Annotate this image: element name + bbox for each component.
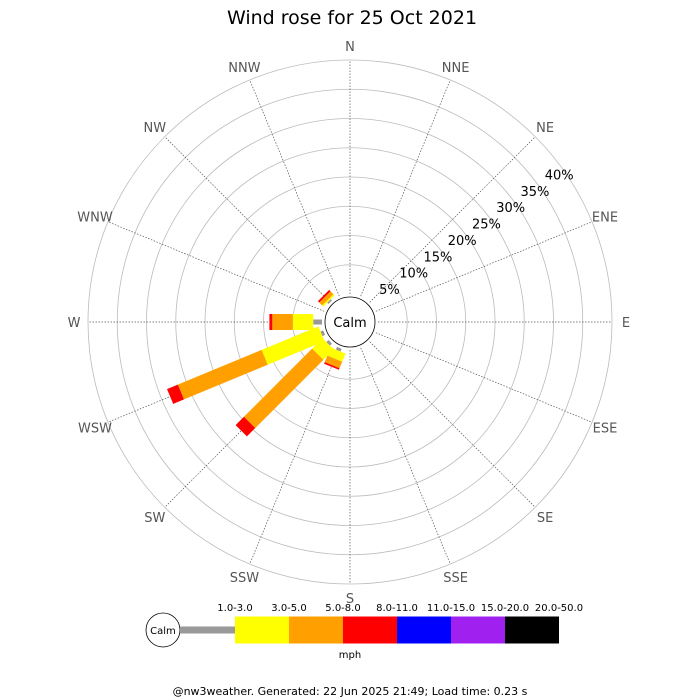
legend-swatch-5.0-8.0 xyxy=(289,616,343,644)
polar-grid xyxy=(87,59,613,585)
dir-label-w: W xyxy=(68,316,81,331)
petal-nw-5.0-8.0 xyxy=(319,291,334,306)
petal-wsw-3.0-5.0 xyxy=(261,326,325,365)
wind-petals xyxy=(167,289,346,437)
petal-ssw-5.0-8.0 xyxy=(324,355,343,369)
petal-w-1.0-3.0 xyxy=(313,319,322,325)
ring-label: 30% xyxy=(496,201,525,216)
dir-label-wnw: WNW xyxy=(77,210,113,225)
legend-swatch-1.0-3.0 xyxy=(180,626,235,634)
legend-swatch-8.0-11.0 xyxy=(343,616,397,644)
calm-circle-shape xyxy=(324,296,376,348)
footer-text: @nw3weather. Generated: 22 Jun 2025 21:4… xyxy=(173,685,528,698)
dir-label-ssw: SSW xyxy=(230,571,260,586)
legend-unit: mph xyxy=(339,650,361,661)
petal-sw-1.0-3.0 xyxy=(326,340,332,346)
dir-label-nne: NNE xyxy=(442,61,470,76)
ring-labels: 5%10% 15%20%25% 30%35% 40% xyxy=(379,168,574,297)
legend: Calm 1.0-3.0 3.0-5.0 5.0-8.0 8.0-11.0 11.0-15… xyxy=(145,603,583,661)
dir-label-wsw: WSW xyxy=(78,422,112,437)
legend-calm-label: Calm xyxy=(150,626,176,637)
spoke-sse xyxy=(360,347,451,565)
ring-25 xyxy=(175,147,525,497)
spoke-ssw xyxy=(249,347,340,565)
legend-label-11.0-15.0: 11.0-15.0 xyxy=(427,603,475,614)
legend-swatch-15.0-20.0 xyxy=(451,616,505,644)
dir-label-ne: NE xyxy=(536,121,554,136)
legend-label-20.0-50.0: 20.0-50.0 xyxy=(535,603,583,614)
dir-label-ene: ENE xyxy=(592,210,618,225)
petal-w-5.0-8.0 xyxy=(272,314,293,330)
spoke-nne xyxy=(360,79,451,297)
ring-40 xyxy=(87,59,613,585)
dir-label-e: E xyxy=(622,316,630,331)
legend-label-8.0-11.0: 8.0-11.0 xyxy=(376,603,418,614)
legend-swatch-20.0-50.0 xyxy=(505,616,559,644)
petal-sw-8.0-11.0 xyxy=(235,416,256,437)
spoke-ene xyxy=(375,221,593,312)
dir-label-se: SE xyxy=(537,511,553,526)
spoke-nnw xyxy=(249,79,340,297)
petal-nw-3.0-5.0 xyxy=(322,294,335,307)
petal-w-8.0-11.0 xyxy=(269,314,273,330)
spoke-wnw xyxy=(107,221,325,312)
dir-label-sw: SW xyxy=(144,511,165,526)
spoke-ne xyxy=(369,136,536,303)
legend-label-1.0-3.0: 1.0-3.0 xyxy=(217,603,252,614)
dir-label-sse: SSE xyxy=(443,571,468,586)
dir-label-nw: NW xyxy=(144,121,167,136)
spoke-nw xyxy=(164,136,331,303)
ring-label: 15% xyxy=(424,250,453,265)
petal-ssw-8.0-11.0 xyxy=(324,362,340,370)
ring-label: 5% xyxy=(379,283,400,298)
petal-wsw-5.0-8.0 xyxy=(177,349,268,400)
legend-label-15.0-20.0: 15.0-20.0 xyxy=(481,603,529,614)
petal-ssw-1.0-3.0 xyxy=(335,346,342,352)
dir-label-ese: ESE xyxy=(593,422,618,437)
direction-labels: N NNE NE ENE E ESE SE SSE S SSW SW WSW W WNW NW NNW xyxy=(68,40,631,607)
petal-wsw-8.0-11.0 xyxy=(167,384,184,404)
dir-label-s: S xyxy=(346,592,354,607)
ring-label: 35% xyxy=(521,185,550,200)
ring-label: 40% xyxy=(545,168,574,183)
petal-wsw-1.0-3.0 xyxy=(320,330,326,337)
spoke-ese xyxy=(375,332,593,423)
legend-swatch-3.0-5.0 xyxy=(235,616,289,644)
calm-circle: Calm xyxy=(324,296,376,348)
legend-label-3.0-5.0: 3.0-5.0 xyxy=(271,603,306,614)
petal-w-3.0-5.0 xyxy=(292,314,314,330)
spoke-se xyxy=(369,341,536,508)
petal-nw-1.0-3.0 xyxy=(327,299,332,304)
chart-title: Wind rose for 25 Oct 2021 xyxy=(227,7,477,29)
dir-label-n: N xyxy=(345,40,355,55)
calm-label: Calm xyxy=(333,316,366,331)
legend-swatch-11.0-15.0 xyxy=(397,616,451,644)
petal-sw-5.0-8.0 xyxy=(243,348,324,429)
ring-label: 10% xyxy=(399,267,428,282)
ring-label: 25% xyxy=(472,218,501,233)
petal-nw-8.0-11.0 xyxy=(317,289,331,303)
dir-label-nnw: NNW xyxy=(228,61,260,76)
ring-label: 20% xyxy=(448,234,477,249)
legend-label-5.0-8.0: 5.0-8.0 xyxy=(325,603,360,614)
